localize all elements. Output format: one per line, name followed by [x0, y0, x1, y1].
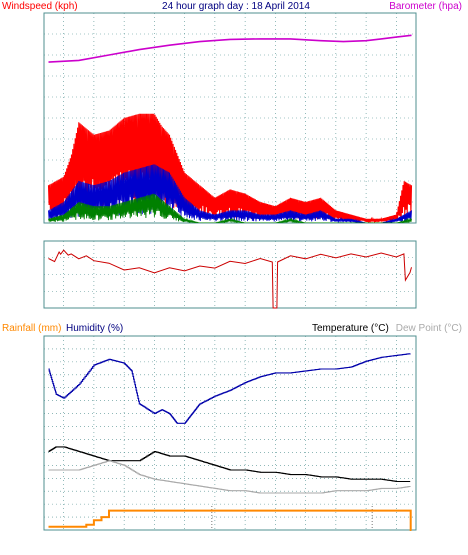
- wind-panel-grid: [44, 13, 416, 223]
- humidity-temperature-panel: [43, 335, 417, 531]
- wind-direction-line: [48, 249, 412, 309]
- windspeed-axis-label: Windspeed (kph): [2, 1, 78, 12]
- direction-panel-frame: [43, 240, 417, 309]
- rainfall-axis-label: Rainfall (mm): [2, 323, 61, 334]
- wind-direction-panel: [43, 240, 417, 309]
- barometer-line: [48, 34, 412, 63]
- chart-title: 24 hour graph day : 18 April 2014: [162, 1, 310, 12]
- direction-panel-series: [48, 249, 412, 309]
- barometer-axis-label: Barometer (hpa): [389, 1, 462, 12]
- dewpoint-line: [48, 460, 411, 494]
- humidity-line: [48, 353, 411, 424]
- wind-panel-series: [47, 34, 413, 223]
- wind-average-line: [48, 164, 412, 223]
- windspeed-line: [47, 113, 413, 223]
- temperature-axis-label: Temperature (°C): [312, 323, 389, 334]
- wind-low-line: [48, 193, 412, 223]
- humidity-panel-grid: [44, 335, 416, 531]
- humidity-panel-frame: [43, 335, 417, 531]
- humidity-panel-series: [48, 353, 412, 531]
- temperature-line: [48, 446, 411, 483]
- rainfall-line: [48, 509, 412, 531]
- wind-barometer-panel: [43, 12, 417, 224]
- wind-panel-frame: [43, 12, 417, 224]
- dewpoint-axis-label: Dew Point (°C): [396, 323, 462, 334]
- humidity-axis-label: Humidity (%): [66, 323, 123, 334]
